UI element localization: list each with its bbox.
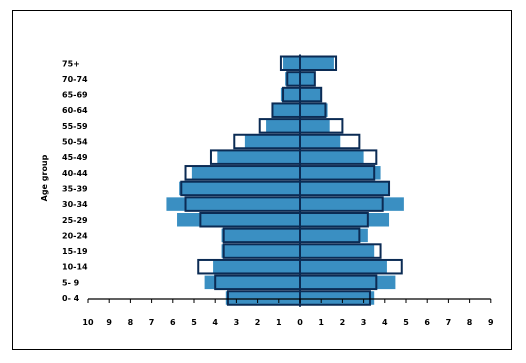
x-tick-label-6: 4 xyxy=(212,318,218,327)
filled-bar-left-35-39 xyxy=(179,181,300,196)
filled-bar-left-10-14 xyxy=(213,259,300,274)
filled-bar-left-75+ xyxy=(283,56,300,70)
filled-bar-left-30-34 xyxy=(166,197,300,211)
x-tick-label-10: 0 xyxy=(297,318,303,327)
filled-bar-left-25-29 xyxy=(177,213,300,227)
filled-bar-left-60-64 xyxy=(272,103,300,117)
age-group-label: 75+ xyxy=(62,59,80,68)
x-tick-label-1: 9 xyxy=(106,318,112,327)
filled-bar-left-55-59 xyxy=(266,119,300,133)
age-group-label: 15-19 xyxy=(62,247,88,256)
labels-group: 10 9 8 7 6 5 4 3 2 1 0 1 2 3 4 5 6 7 8 90- 45- 910-1415-192… xyxy=(40,59,494,327)
filled-bar-right-25-29 xyxy=(300,213,390,227)
filled-bar-left-40-44 xyxy=(191,166,300,180)
axes-group xyxy=(87,54,492,307)
x-tick-label-16: 6 xyxy=(424,318,430,327)
filled-bar-right-30-34 xyxy=(300,197,404,211)
filled-bar-right-75+ xyxy=(300,56,334,70)
age-group-label: 40-44 xyxy=(62,169,88,178)
filled-bar-right-70-74 xyxy=(300,72,315,86)
filled-bar-right-40-44 xyxy=(300,166,381,180)
x-tick-label-15: 5 xyxy=(403,318,409,327)
x-tick-label-14: 4 xyxy=(382,318,388,327)
chart-border xyxy=(12,10,512,350)
age-group-label: 0- 4 xyxy=(62,294,80,303)
age-group-label: 45-49 xyxy=(62,153,88,162)
filled-bar-right-65-69 xyxy=(300,87,322,102)
x-tick-label-2: 8 xyxy=(128,318,134,327)
filled-bar-right-60-64 xyxy=(300,103,328,117)
filled-bars-group xyxy=(166,56,404,305)
filled-bar-left-0- 4 xyxy=(225,291,300,305)
x-tick-label-18: 8 xyxy=(467,318,473,327)
filled-bar-right-35-39 xyxy=(300,181,390,196)
age-group-label: 5- 9 xyxy=(62,278,80,287)
x-tick-label-3: 7 xyxy=(149,318,155,327)
x-tick-label-0: 10 xyxy=(82,318,94,327)
age-group-label: 25-29 xyxy=(62,216,88,225)
x-tick-label-19: 9 xyxy=(488,318,494,327)
x-tick-label-17: 7 xyxy=(446,318,452,327)
filled-bar-right-55-59 xyxy=(300,119,330,133)
filled-bar-right-0- 4 xyxy=(300,291,375,305)
filled-bar-left-70-74 xyxy=(285,72,300,86)
age-group-label: 10-14 xyxy=(62,263,88,272)
x-tick-label-11: 1 xyxy=(318,318,324,327)
x-tick-label-7: 3 xyxy=(234,318,240,327)
filled-bar-left-65-69 xyxy=(280,87,300,102)
x-tick-label-5: 5 xyxy=(191,318,197,327)
age-group-label: 70-74 xyxy=(62,75,88,84)
x-tick-label-13: 3 xyxy=(361,318,367,327)
filled-bar-left-45-49 xyxy=(217,150,300,164)
filled-bar-right-45-49 xyxy=(300,150,364,164)
filled-bar-right-15-19 xyxy=(300,244,375,258)
filled-bar-left-5- 9 xyxy=(204,275,300,290)
age-group-label: 60-64 xyxy=(62,106,88,115)
filled-bar-left-50-54 xyxy=(244,134,300,149)
filled-bar-right-50-54 xyxy=(300,134,341,149)
filled-bar-right-5- 9 xyxy=(300,275,396,290)
x-tick-label-4: 6 xyxy=(170,318,176,327)
x-tick-label-12: 2 xyxy=(340,318,346,327)
x-tick-label-8: 2 xyxy=(255,318,261,327)
filled-bar-left-20-24 xyxy=(221,228,300,243)
age-group-label: 35-39 xyxy=(62,184,88,193)
x-tick-label-9: 1 xyxy=(276,318,282,327)
age-group-label: 30-34 xyxy=(62,200,88,209)
filled-bar-right-20-24 xyxy=(300,228,368,243)
age-group-label: 20-24 xyxy=(62,231,88,240)
y-axis-label: Age group xyxy=(40,154,49,201)
age-group-label: 65-69 xyxy=(62,91,88,100)
age-group-label: 55-59 xyxy=(62,122,88,131)
filled-bar-left-15-19 xyxy=(221,244,300,258)
age-group-label: 50-54 xyxy=(62,138,88,147)
filled-bar-right-10-14 xyxy=(300,259,387,274)
